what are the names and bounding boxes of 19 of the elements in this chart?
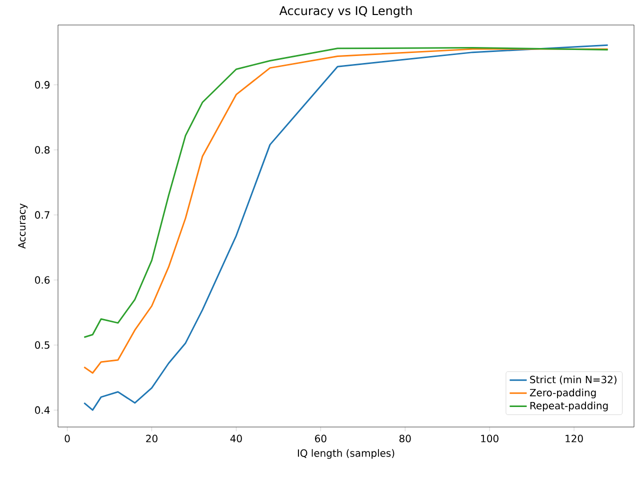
y-tick-label: 0.7 [35,211,50,219]
y-tick-label: 0.4 [35,406,50,414]
x-axis-title: IQ length (samples) [298,449,394,459]
x-tick-label: 20 [146,434,158,442]
legend-label: Zero-padding [530,388,596,398]
legend-label: Repeat-padding [530,402,608,412]
x-tick-label: 60 [315,434,326,442]
x-tick-label: 0 [64,434,70,442]
x-tick-label: 120 [566,434,583,442]
x-tick-label: 80 [399,434,411,442]
y-tick-label: 0.8 [35,146,50,154]
y-tick-label: 0.6 [35,276,50,284]
x-tick-label: 40 [230,434,242,442]
legend-label: Strict (min N=32) [530,376,616,384]
chart-title: Accuracy vs IQ Length [279,6,412,18]
y-tick-label: 0.5 [35,341,50,349]
y-tick-label: 0.9 [35,81,50,89]
x-tick-label: 100 [481,434,498,442]
y-axis-title: Accuracy [18,204,28,249]
